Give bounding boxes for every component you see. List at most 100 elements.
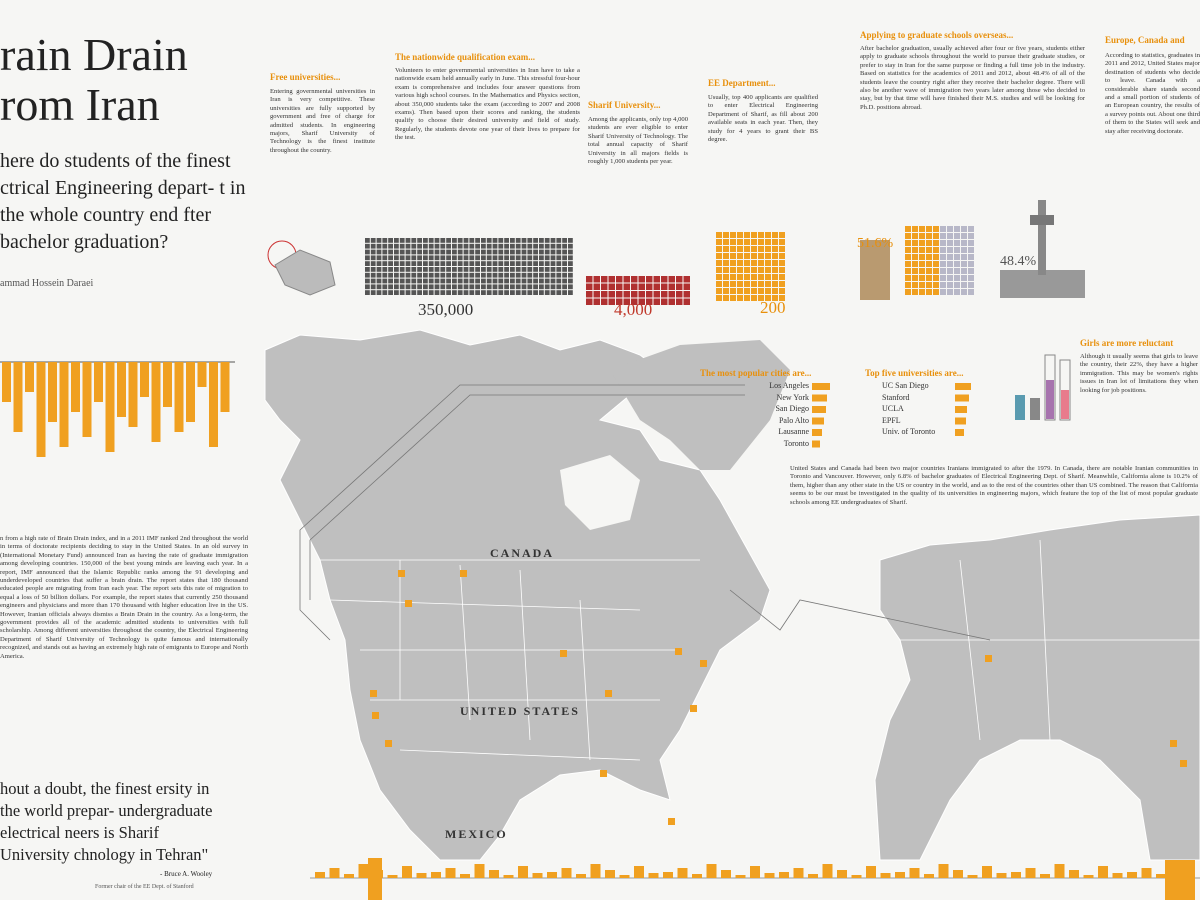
sharif-cell	[593, 291, 600, 298]
applicant-cell	[423, 249, 428, 255]
ee-cell	[737, 246, 743, 252]
applicant-cell	[510, 243, 515, 249]
connector	[309, 394, 745, 600]
ee-cell	[716, 246, 722, 252]
applicant-cell	[388, 284, 393, 290]
ee-cell	[772, 267, 778, 273]
applicant-cell	[411, 249, 417, 255]
applicant-cell	[556, 243, 562, 249]
heading: Europe, Canada and	[1105, 35, 1185, 45]
sharif-cell	[586, 276, 593, 283]
ee-cell	[758, 260, 764, 266]
grad-cell	[954, 247, 960, 253]
grad-cell	[968, 233, 974, 239]
ee-cell	[737, 260, 743, 266]
tube	[1044, 354, 1056, 421]
heading: Top five universities are...	[865, 368, 964, 378]
body: According to statistics, graduates in 20…	[1105, 52, 1200, 135]
applicant-cell	[556, 255, 562, 261]
grad-cell	[933, 289, 939, 295]
strip-bar	[576, 874, 586, 878]
applicant-cell	[434, 261, 440, 266]
sharif-cell	[653, 276, 660, 283]
applicant-cell	[376, 261, 382, 266]
applicant-cell	[562, 261, 567, 266]
heading: Free universities...	[270, 72, 341, 82]
strip-bar	[344, 874, 354, 878]
applicant-cell	[556, 261, 562, 266]
city-markers	[370, 570, 1187, 825]
sharif-cell	[601, 283, 608, 290]
grad-cell	[933, 268, 939, 274]
applicant-cell	[510, 290, 515, 295]
city-marker	[1180, 760, 1187, 767]
applicant-cell	[539, 278, 544, 284]
applicant-cell	[434, 290, 440, 295]
ee-cell	[765, 288, 771, 294]
applicant-cell	[498, 238, 504, 243]
ee-cell	[744, 288, 750, 294]
applicant-cell	[568, 284, 573, 290]
applicant-cell	[556, 272, 562, 278]
sharif-cell	[593, 283, 600, 290]
applicant-cell	[457, 267, 463, 272]
strip-bar	[547, 872, 557, 878]
grad-cell	[905, 247, 911, 253]
grad-cell	[954, 233, 960, 239]
ee-cell	[758, 253, 764, 259]
applicant-cell	[423, 243, 428, 249]
applicant-cell	[469, 261, 475, 266]
applicant-cell	[481, 238, 486, 243]
applicant-cell	[527, 272, 533, 278]
applicant-cell	[510, 284, 515, 290]
applicant-cell	[556, 290, 562, 295]
sharif-cell	[683, 283, 690, 290]
sharif-cell	[638, 291, 645, 298]
applicant-cell	[394, 249, 399, 255]
strip-bar	[1011, 872, 1021, 878]
applicant-cell	[544, 290, 550, 295]
applicant-cell	[365, 278, 370, 284]
applicant-cell	[521, 238, 527, 243]
list-item: Toronto	[783, 438, 809, 448]
grad-cell	[961, 247, 967, 253]
strip-bar	[489, 870, 499, 878]
strip-bar	[561, 868, 572, 878]
sharif-cell	[683, 291, 690, 298]
applicant-cell	[423, 284, 428, 290]
strip-bar	[474, 864, 485, 878]
ee-cell	[751, 239, 757, 245]
applicant-cell	[544, 267, 550, 272]
ee-cell	[730, 246, 736, 252]
applicant-cell	[492, 267, 498, 272]
strip-bar	[532, 873, 543, 878]
borders	[320, 539, 1200, 761]
applicant-cell	[562, 243, 567, 249]
city-marker	[600, 770, 607, 777]
applicant-cell	[527, 249, 533, 255]
ee-cell	[744, 232, 750, 238]
applicant-cell	[394, 290, 399, 295]
grad-cell	[954, 282, 960, 288]
grad-cell	[905, 282, 911, 288]
applicant-cell	[544, 255, 550, 261]
sharif-cell	[623, 291, 630, 298]
applicant-cell	[434, 243, 440, 249]
applicant-cell	[533, 243, 538, 249]
applicant-cell	[452, 272, 457, 278]
grad-cell	[926, 268, 932, 274]
applicant-cell	[365, 290, 370, 295]
applicant-cell	[544, 272, 550, 278]
applicant-cell	[469, 267, 475, 272]
strip-bar	[938, 864, 949, 878]
grad-cell	[947, 275, 953, 281]
strip-bar	[1156, 874, 1166, 878]
applicant-cell	[469, 290, 475, 295]
applicant-cell	[411, 267, 417, 272]
list-bar	[955, 429, 964, 436]
strip-bar	[1083, 875, 1094, 878]
grad-cell	[905, 226, 911, 232]
sharif-cell	[653, 291, 660, 298]
ee-cell	[765, 232, 771, 238]
strip-bar	[590, 864, 601, 878]
